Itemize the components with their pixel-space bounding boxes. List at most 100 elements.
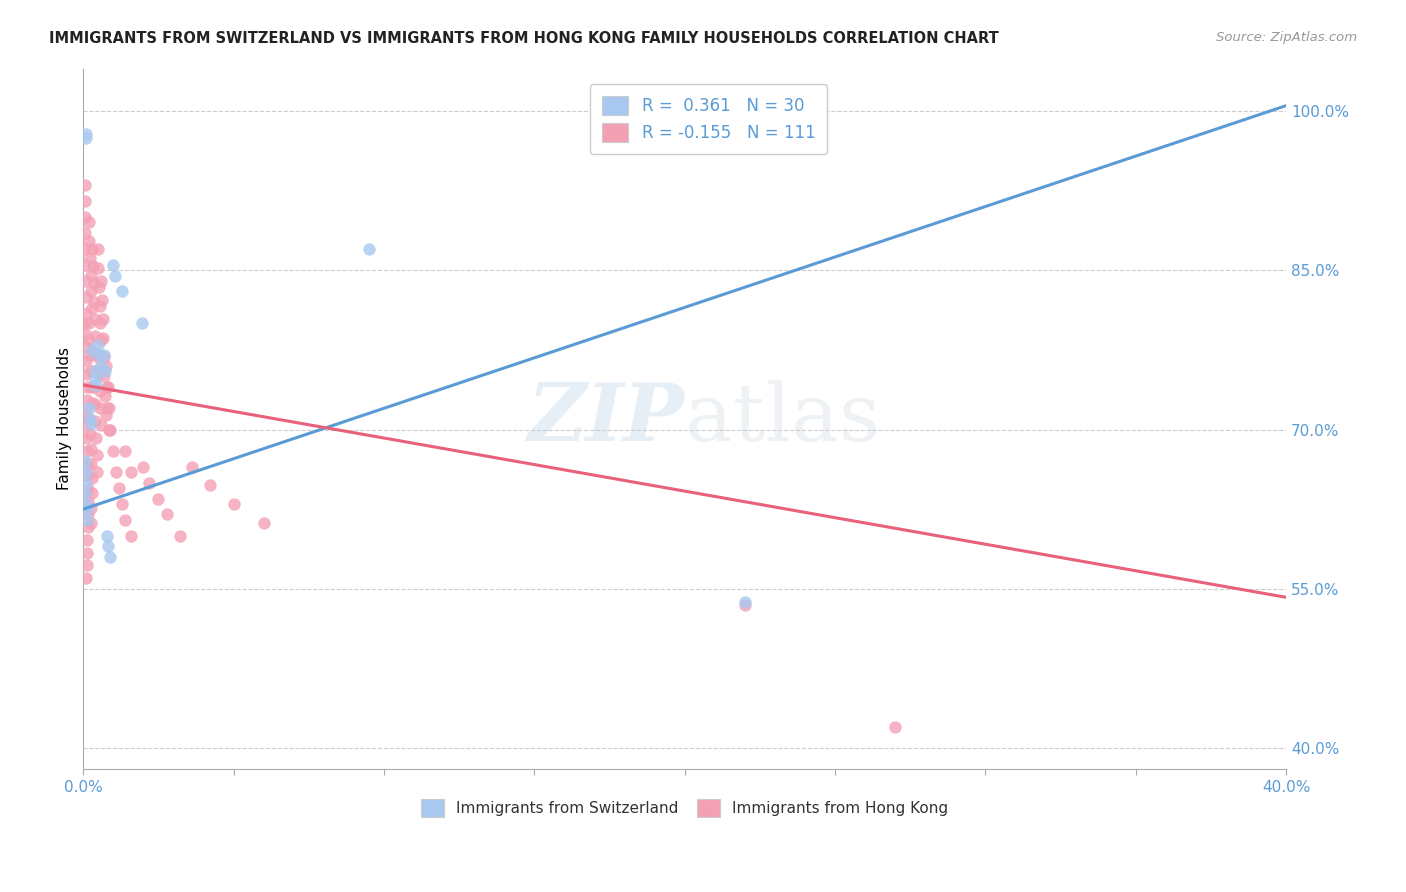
Point: [83, 397, 105, 411]
Point: [76, 502, 98, 516]
Point: [83, 371, 105, 385]
Point: [89, 401, 111, 416]
Point: [94, 388, 117, 402]
Point: [79, 442, 101, 456]
Point: [97, 539, 120, 553]
Point: [86, 363, 108, 377]
Text: Source: ZipAtlas.com: Source: ZipAtlas.com: [1216, 31, 1357, 45]
Point: [76, 392, 98, 407]
Point: [76, 533, 98, 547]
Point: [75, 475, 97, 490]
Point: [83, 276, 105, 290]
Point: [180, 459, 202, 474]
Point: [76, 469, 98, 483]
Point: [82, 486, 104, 500]
Point: [108, 481, 131, 495]
Point: [79, 251, 101, 265]
Point: [76, 380, 98, 394]
Point: [76, 443, 98, 458]
Point: [94, 408, 117, 422]
Point: [80, 516, 103, 530]
Point: [75, 274, 97, 288]
Point: [76, 494, 98, 508]
Point: [80, 301, 103, 316]
Point: [75, 326, 97, 341]
Point: [84, 346, 107, 360]
Point: [82, 343, 104, 357]
Point: [93, 351, 115, 365]
Point: [103, 258, 125, 272]
Point: [75, 497, 97, 511]
Point: [75, 130, 97, 145]
Point: [79, 234, 101, 248]
Point: [75, 210, 97, 224]
Point: [75, 454, 97, 468]
Point: [132, 459, 155, 474]
Point: [90, 293, 112, 307]
Point: [222, 497, 245, 511]
Point: [87, 348, 110, 362]
Point: [98, 423, 121, 437]
Point: [77, 317, 100, 331]
Point: [96, 380, 118, 394]
Point: [79, 426, 101, 441]
Point: [76, 520, 98, 534]
Y-axis label: Family Households: Family Households: [58, 347, 72, 491]
Point: [79, 348, 101, 362]
Point: [82, 259, 104, 273]
Point: [79, 412, 101, 426]
Point: [84, 414, 107, 428]
Point: [87, 351, 110, 365]
Point: [94, 364, 117, 378]
Point: [84, 378, 107, 392]
Point: [98, 549, 121, 564]
Point: [80, 417, 103, 432]
Point: [75, 258, 97, 272]
Point: [76, 513, 98, 527]
Point: [131, 317, 153, 331]
Legend: Immigrants from Switzerland, Immigrants from Hong Kong: Immigrants from Switzerland, Immigrants …: [413, 792, 956, 825]
Point: [75, 368, 97, 382]
Point: [80, 471, 103, 485]
Point: [114, 443, 136, 458]
Point: [80, 396, 103, 410]
Point: [76, 558, 98, 573]
Point: [75, 418, 97, 433]
Point: [87, 368, 110, 382]
Point: [80, 285, 103, 299]
Point: [90, 359, 112, 373]
Point: [90, 334, 112, 348]
Point: [97, 401, 120, 416]
Point: [75, 405, 97, 419]
Point: [138, 475, 160, 490]
Point: [77, 508, 100, 522]
Point: [75, 571, 97, 585]
Point: [80, 380, 103, 394]
Point: [83, 312, 105, 326]
Point: [98, 423, 121, 437]
Point: [111, 285, 134, 299]
Point: [148, 491, 170, 506]
Text: IMMIGRANTS FROM SWITZERLAND VS IMMIGRANTS FROM HONG KONG FAMILY HOUSEHOLDS CORRE: IMMIGRANTS FROM SWITZERLAND VS IMMIGRANT…: [49, 31, 998, 46]
Point: [80, 501, 103, 516]
Point: [89, 384, 111, 399]
Point: [84, 364, 107, 378]
Point: [103, 443, 125, 458]
Point: [75, 317, 97, 331]
Point: [87, 242, 110, 256]
Point: [86, 448, 108, 462]
Point: [87, 280, 110, 294]
Point: [93, 348, 115, 362]
Point: [111, 497, 134, 511]
Point: [120, 529, 142, 543]
Point: [84, 329, 107, 343]
Point: [253, 516, 276, 530]
Point: [75, 128, 97, 142]
Point: [75, 340, 97, 354]
Point: [79, 334, 101, 348]
Point: [75, 290, 97, 304]
Point: [96, 401, 118, 416]
Point: [75, 353, 97, 368]
Point: [104, 268, 127, 283]
Point: [86, 465, 108, 479]
